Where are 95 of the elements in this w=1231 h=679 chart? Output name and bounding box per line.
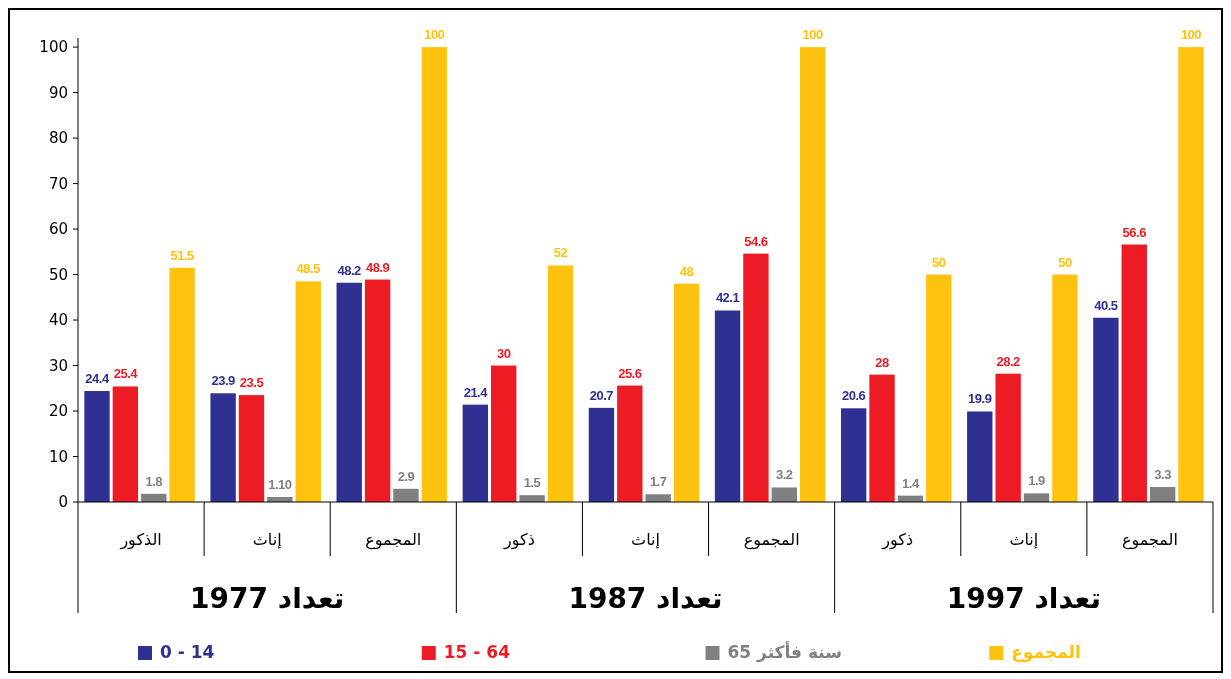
y-tick-label: 70	[48, 174, 68, 193]
data-label: 48.9	[365, 259, 390, 275]
data-label: 100	[1180, 27, 1202, 43]
data-label: 1.9	[1028, 473, 1046, 489]
bar	[84, 391, 110, 502]
text: تعداد 1987	[568, 582, 723, 615]
y-tick-label: 50	[48, 265, 68, 284]
bar	[1149, 486, 1176, 502]
x-tick-label: المجموع	[1121, 530, 1178, 550]
data-label: 23.9	[211, 373, 236, 389]
data-label: 48.5	[296, 261, 321, 277]
data-label: 3.3	[1154, 466, 1172, 482]
data-label: 1.8	[145, 473, 163, 489]
data-label: 25.6	[618, 365, 642, 381]
data-label: 48	[679, 263, 694, 279]
legend-label: 65 سنة فأكثر	[727, 641, 842, 663]
y-tick-label: 20	[48, 402, 68, 421]
data-label: 25.4	[113, 366, 139, 382]
data-label: 28	[875, 354, 890, 370]
data-label: 56.6	[1122, 224, 1147, 240]
bar	[336, 282, 362, 502]
x-tick-label: المجموع	[743, 530, 800, 550]
data-label: 1.4	[902, 475, 920, 491]
bar	[295, 281, 321, 502]
bar	[673, 283, 700, 502]
x-tick-label: ذكور	[503, 530, 535, 550]
data-label: 24.4	[85, 371, 110, 386]
data-label: 42.1	[715, 290, 740, 306]
data-label: 21.4	[463, 384, 489, 400]
bar	[1178, 47, 1204, 502]
x-tick-label: إناث	[1009, 530, 1039, 549]
bar	[967, 411, 993, 502]
data-label: 28.2	[996, 353, 1021, 369]
data-label: 48.2	[337, 262, 362, 278]
data-label: 30	[496, 345, 511, 361]
bar	[714, 310, 741, 502]
data-label: 1.10	[268, 477, 292, 492]
bar	[1023, 493, 1050, 502]
data-label: 54.6	[744, 233, 768, 249]
bar	[421, 47, 448, 502]
bar	[112, 386, 139, 502]
y-tick-label: 90	[48, 83, 68, 102]
x-tick-label: إناث	[631, 530, 660, 549]
data-label: 50	[1058, 254, 1072, 270]
data-label: 50	[932, 254, 946, 270]
bar	[547, 265, 574, 502]
y-tick-label: 30	[48, 356, 68, 375]
x-tick-label: الذكور	[119, 530, 162, 550]
bar	[995, 373, 1021, 502]
bar	[519, 495, 545, 502]
data-label: 2.9	[397, 468, 415, 484]
bar	[743, 253, 769, 502]
bar	[364, 279, 391, 502]
data-label: 100	[424, 27, 445, 43]
bar	[210, 393, 236, 502]
bar	[771, 487, 797, 502]
y-tick-label: 100	[39, 38, 68, 57]
x-tick-label: المجموع	[365, 530, 422, 550]
data-label: 100	[802, 27, 824, 43]
bar	[1052, 274, 1078, 502]
bar	[840, 408, 867, 502]
data-label: 3.2	[776, 467, 793, 483]
bar	[1121, 244, 1147, 502]
bar	[869, 374, 895, 502]
data-label: 52	[553, 245, 568, 261]
bar	[169, 267, 195, 502]
text: تعداد 1997	[946, 582, 1101, 615]
bar	[926, 274, 952, 502]
data-label: 40.5	[1094, 297, 1118, 313]
bar	[462, 404, 489, 502]
x-tick-label: إناث	[252, 530, 282, 549]
data-label: 23.5	[239, 375, 264, 391]
legend-label: 15 - 64	[443, 642, 511, 662]
text: تعداد 1977	[190, 582, 345, 615]
y-tick-label: 60	[48, 220, 68, 239]
bar	[617, 385, 643, 502]
y-tick-label: 40	[48, 311, 68, 330]
data-label: 51.5	[170, 247, 195, 263]
bar	[799, 47, 826, 502]
bar	[491, 365, 517, 502]
x-tick-label: ذكور	[881, 530, 914, 550]
bar	[238, 395, 265, 502]
y-tick-label: 0	[58, 493, 68, 511]
data-label: 19.9	[968, 391, 992, 407]
data-label: 1.5	[523, 475, 541, 491]
y-tick-label: 10	[48, 447, 68, 466]
data-label: 20.7	[589, 387, 614, 403]
y-tick-label: 80	[48, 129, 68, 148]
data-label: 20.6	[842, 388, 866, 404]
data-label: 1.7	[649, 474, 667, 490]
bar	[393, 488, 419, 502]
legend-label: المجموع	[1011, 642, 1081, 663]
bar	[1093, 317, 1119, 502]
legend-label: 0 - 14	[160, 642, 215, 662]
bar	[588, 407, 615, 502]
